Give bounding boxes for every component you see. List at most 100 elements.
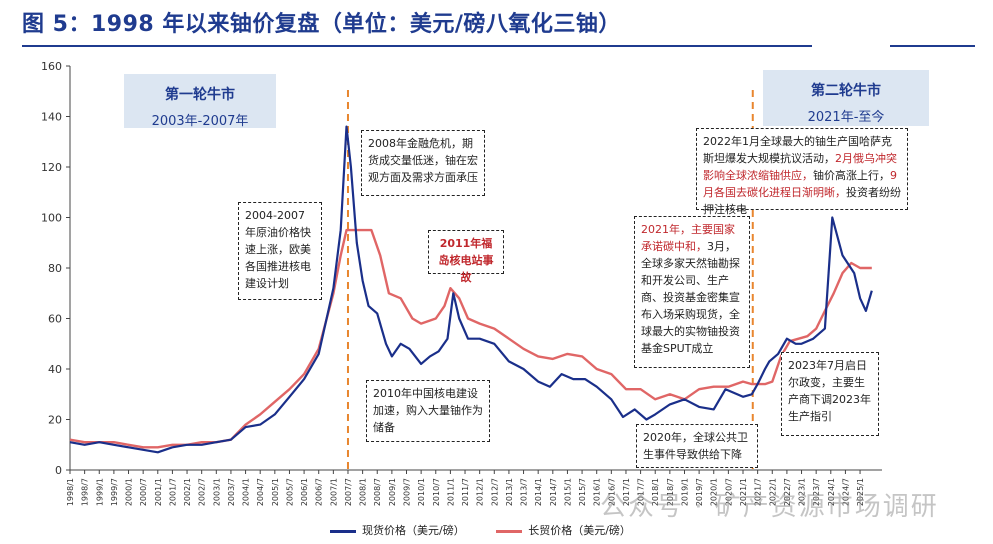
- legend-swatch-term: [496, 529, 523, 533]
- x-tick-label: 2002/7: [198, 478, 207, 506]
- x-tick-label: 2021/1: [739, 478, 748, 506]
- x-tick-label: 2020/1: [710, 478, 719, 506]
- page-title: 图 5：1998 年以来铀价复盘（单位：美元/磅八氧化三铀）: [22, 12, 621, 37]
- x-tick-label: 2016/7: [607, 478, 616, 506]
- x-tick-label: 2002/1: [183, 478, 192, 506]
- x-tick-label: 2019/7: [695, 478, 704, 506]
- x-tick-label: 2011/7: [461, 478, 470, 506]
- y-tick-label: 20: [48, 414, 62, 427]
- phase-box-first-bull: 第一轮牛市 2003年-2007年: [124, 74, 276, 129]
- legend-item-spot: 现货价格（美元/磅）: [330, 522, 465, 538]
- x-tick-label: 2011/1: [446, 478, 455, 506]
- chart-legend: 现货价格（美元/磅） 长贸价格（美元/磅）: [330, 522, 659, 538]
- x-tick-label: 2003/1: [212, 478, 221, 506]
- y-tick-label: 40: [48, 363, 62, 376]
- x-tick-label: 2012/1: [476, 478, 485, 506]
- annotation-text: 2020年，全球公共卫生事件导致供给下降: [643, 431, 748, 461]
- x-tick-label: 2021/7: [754, 478, 763, 506]
- annotation-2021: 2021年，主要国家承诺碳中和，3月，全球多家天然铀勘探和开发公司、生产商、投资…: [634, 216, 750, 368]
- x-tick-label: 2020/7: [724, 478, 733, 506]
- x-tick-label: 2008/1: [359, 478, 368, 506]
- x-tick-label: 2007/7: [344, 478, 353, 506]
- series-line-spot: [69, 125, 873, 454]
- y-tick-label: 0: [55, 464, 62, 477]
- title-underline: [22, 45, 812, 47]
- x-tick-label: 2001/1: [154, 478, 163, 506]
- annotation-text: 铀价高涨上行，: [813, 169, 890, 182]
- legend-item-term: 长贸价格（美元/磅）: [496, 522, 631, 538]
- x-tick-label: 2024/1: [827, 478, 836, 506]
- annotation-text: 3月，全球多家天然铀勘探和开发公司、生产商、投资基金密集宣布入场采购现货，全球最…: [641, 240, 740, 355]
- y-tick-label: 100: [41, 212, 62, 225]
- y-tick-label: 80: [48, 262, 62, 275]
- x-tick-label: 2003/7: [227, 478, 236, 506]
- phase-period: 2003年-2007年: [151, 114, 249, 129]
- x-tick-label: 2000/7: [139, 478, 148, 506]
- x-tick-label: 2001/7: [168, 478, 177, 506]
- annotation-2008: 2008年金融危机，期货成交量低迷，铀在宏观方面及需求方面承压: [361, 130, 485, 196]
- annotation-text: 2004-2007年原油价格快速上涨，欧美各国推进核电建设计划: [245, 209, 311, 290]
- annotation-2022: 2022年1月全球最大的铀生产国哈萨克斯坦爆发大规模抗议活动，2月俄乌冲突影响全…: [696, 128, 908, 216]
- annotation-text-highlight: 2月俄乌冲突影响全球浓缩铀供应，: [703, 152, 897, 182]
- x-tick-label: 2017/7: [637, 478, 646, 506]
- phase-box-second-bull: 第二轮牛市 2021年-至今: [763, 70, 929, 126]
- annotation-2011: 2011年福岛核电站事故: [428, 230, 504, 284]
- x-tick-label: 2006/7: [315, 478, 324, 506]
- x-tick-label: 2025/1: [856, 478, 865, 506]
- x-tick-label: 2005/7: [285, 478, 294, 506]
- x-tick-label: 2023/7: [812, 478, 821, 506]
- annotation-2010: 2010年中国核电建设加速，购入大量铀作为储备: [366, 380, 490, 442]
- annotation-text: 2008年金融危机，期货成交量低迷，铀在宏观方面及需求方面承压: [368, 137, 478, 184]
- x-tick-label: 2018/7: [666, 478, 675, 506]
- x-tick-label: 1998/1: [66, 478, 75, 506]
- x-tick-label: 2009/7: [403, 478, 412, 506]
- x-tick-label: 2007/1: [329, 478, 338, 506]
- legend-label: 长贸价格（美元/磅）: [528, 524, 631, 537]
- x-tick-label: 2018/1: [651, 478, 660, 506]
- x-tick-label: 2014/1: [534, 478, 543, 506]
- x-tick-label: 2024/7: [841, 478, 850, 506]
- x-tick-label: 2015/1: [563, 478, 572, 506]
- annotation-text: 2022年1月全球最大的铀生产国哈萨克斯坦爆发大规模抗议活动，: [703, 135, 892, 165]
- x-tick-label: 2008/7: [373, 478, 382, 506]
- x-tick-label: 2010/7: [432, 478, 441, 506]
- x-tick-label: 2000/1: [125, 478, 134, 506]
- y-tick-label: 140: [41, 111, 62, 124]
- x-tick-label: 1999/7: [110, 478, 119, 506]
- annotation-text: 2023年7月启日尔政变，主要生产商下调2023年生产指引: [788, 359, 871, 423]
- x-tick-label: 2013/7: [520, 478, 529, 506]
- x-tick-label: 2004/7: [256, 478, 265, 506]
- legend-swatch-spot: [330, 529, 356, 533]
- annotation-text-highlight: 9月各国去碳化进程日渐明晰，: [703, 169, 897, 199]
- x-tick-label: 2005/1: [271, 478, 280, 506]
- x-tick-label: 1999/1: [95, 478, 104, 506]
- phase-period: 2021年-至今: [807, 110, 885, 125]
- annotation-text: 投资者纷纷押注核电: [703, 186, 901, 216]
- x-tick-label: 2015/7: [578, 478, 587, 506]
- x-tick-label: 2019/1: [680, 478, 689, 506]
- x-tick-label: 2010/1: [417, 478, 426, 506]
- annotation-text: 2011年福岛核电站事故: [438, 237, 494, 284]
- annotation-2020: 2020年，全球公共卫生事件导致供给下降: [636, 424, 758, 468]
- y-tick-label: 60: [48, 313, 62, 326]
- x-tick-label: 2014/7: [549, 478, 558, 506]
- x-tick-label: 2022/1: [768, 478, 777, 506]
- annotation-text: 2010年中国核电建设加速，购入大量铀作为储备: [373, 387, 483, 434]
- x-tick-label: 2016/1: [593, 478, 602, 506]
- x-tick-label: 2017/1: [622, 478, 631, 506]
- x-tick-label: 2013/1: [505, 478, 514, 506]
- x-tick-label: 1998/7: [81, 478, 90, 506]
- annotation-2023: 2023年7月启日尔政变，主要生产商下调2023年生产指引: [781, 352, 879, 436]
- x-tick-label: 2023/1: [798, 478, 807, 506]
- annotation-text-highlight: 2021年，主要国家承诺碳中和，: [641, 223, 735, 253]
- annotation-2004-2007: 2004-2007年原油价格快速上涨，欧美各国推进核电建设计划: [238, 202, 322, 300]
- x-tick-label: 2009/1: [388, 478, 397, 506]
- phase-title: 第一轮牛市: [165, 87, 235, 103]
- watermark: 公众号 · 矿产资源市场调研: [600, 492, 939, 522]
- x-tick-label: 2012/7: [490, 478, 499, 506]
- title-underline-right: [890, 45, 975, 47]
- x-tick-label: 2004/1: [242, 478, 251, 506]
- y-tick-label: 120: [41, 161, 62, 174]
- x-tick-label: 2022/7: [783, 478, 792, 506]
